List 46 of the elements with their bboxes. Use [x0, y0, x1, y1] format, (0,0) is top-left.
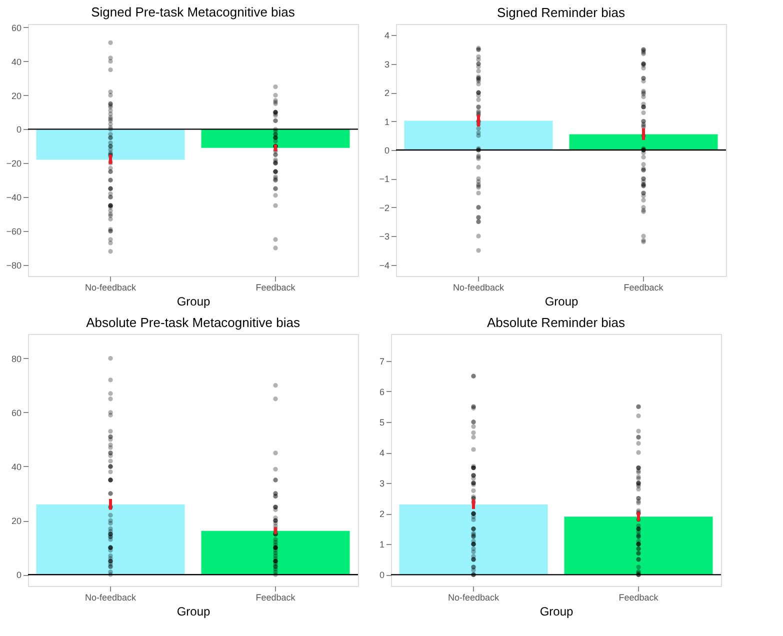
y-tick-label: −2 [379, 202, 390, 213]
chart-title: Absolute Pre-task Metacognitive bias [86, 315, 300, 330]
y-tick-label: 0 [16, 570, 22, 580]
y-tick-label: −1 [379, 174, 390, 184]
y-tick-label: 0 [379, 570, 384, 580]
y-tick-label: 0 [384, 146, 390, 156]
y-tick-label: 0 [16, 124, 22, 135]
x-tick-label: Feedback [256, 592, 296, 602]
x-tick-label: No-feedback [448, 592, 500, 602]
x-tick-label: No-feedback [84, 592, 137, 602]
x-tick-label: Feedback [256, 282, 296, 292]
y-tick-label: 40 [11, 56, 22, 67]
x-axis-title: Group [540, 604, 574, 618]
chart-title: Signed Reminder bias [497, 5, 626, 20]
y-tick-label: 5 [379, 417, 384, 428]
x-axis-title: Group [176, 604, 210, 618]
y-tick-label: 80 [11, 354, 22, 364]
x-axis-title: Group [544, 294, 578, 308]
y-tick-label: 4 [379, 448, 384, 458]
y-tick-label: 6 [379, 386, 384, 397]
y-tick-label: 60 [11, 22, 22, 33]
y-tick-label: −40 [6, 192, 22, 203]
chart-title: Absolute Reminder bias [486, 315, 626, 330]
y-tick-label: 7 [379, 356, 384, 366]
y-tick-label: 20 [11, 516, 22, 526]
y-tick-label: 3 [384, 59, 390, 70]
y-tick-label: 1 [379, 540, 384, 550]
x-tick-label: No-feedback [84, 282, 137, 292]
y-tick-label: 20 [11, 90, 22, 101]
x-tick-label: Feedback [618, 592, 659, 602]
y-tick-label: 2 [384, 88, 390, 98]
x-tick-label: No-feedback [452, 282, 505, 292]
y-tick-label: 60 [11, 408, 22, 418]
y-tick-label: 3 [379, 478, 384, 489]
y-tick-label: −60 [6, 226, 22, 237]
x-axis-title: Group [176, 294, 210, 308]
y-tick-label: 1 [384, 116, 390, 127]
x-tick-label: Feedback [624, 282, 664, 292]
y-tick-label: 2 [379, 509, 384, 520]
chart-title: Signed Pre-task Metacognitive bias [91, 4, 296, 20]
y-tick-label: 4 [384, 30, 390, 41]
y-tick-label: 40 [11, 462, 22, 472]
y-tick-label: −3 [379, 232, 390, 242]
y-tick-label: −4 [379, 260, 390, 270]
y-tick-label: −80 [6, 260, 22, 270]
y-tick-label: −20 [6, 158, 22, 169]
